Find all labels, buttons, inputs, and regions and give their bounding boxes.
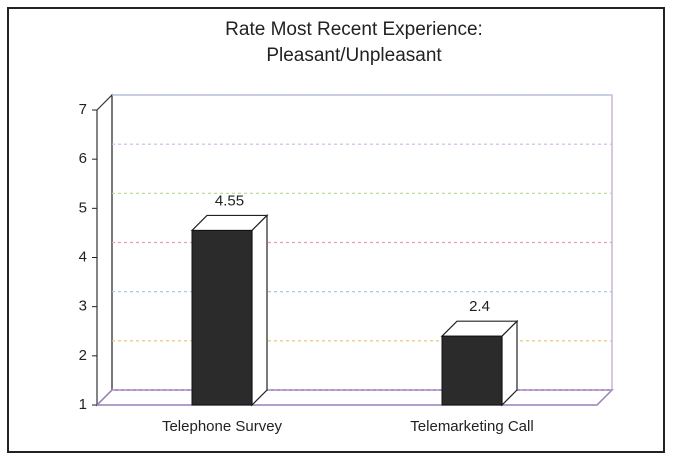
y-tick-label: 2 xyxy=(79,347,87,364)
y-tick-label: 7 xyxy=(79,101,87,118)
bar-side xyxy=(501,319,518,407)
bar-side xyxy=(251,214,268,407)
y-tick-label: 4 xyxy=(79,248,87,265)
x-tick-label: Telephone Survey xyxy=(162,418,283,435)
frame xyxy=(7,7,665,453)
chart-title: Rate Most Recent Experience: xyxy=(225,19,483,40)
y-tick-label: 1 xyxy=(79,396,87,413)
chart-title: Pleasant/Unpleasant xyxy=(266,45,442,66)
bar xyxy=(441,335,503,406)
y-tick-label: 6 xyxy=(79,150,87,167)
bar xyxy=(191,229,253,406)
y-tick-label: 5 xyxy=(79,199,87,216)
data-label: 4.55 xyxy=(215,192,244,209)
y-tick-label: 3 xyxy=(79,298,87,315)
data-label: 2.4 xyxy=(469,298,490,315)
x-tick-label: Telemarketing Call xyxy=(410,418,533,435)
